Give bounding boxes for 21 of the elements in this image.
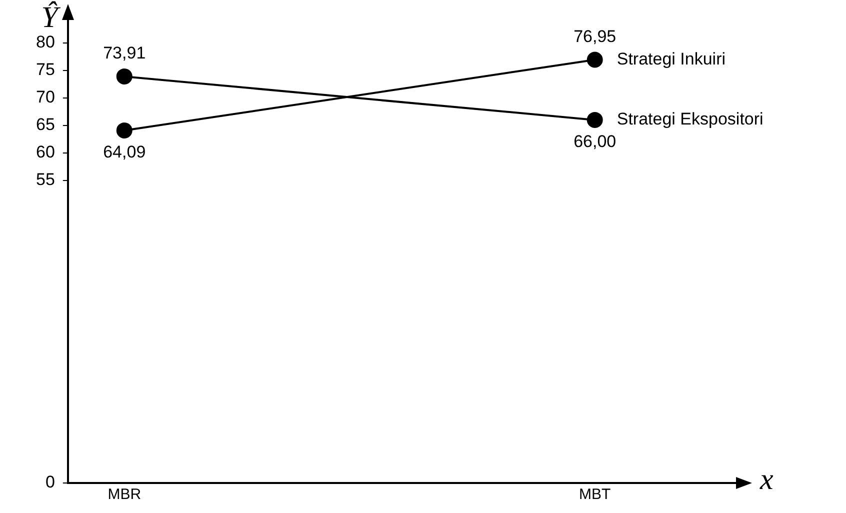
y-tick-label: 60 bbox=[36, 142, 55, 162]
data-label: 66,00 bbox=[574, 132, 616, 152]
series-label: Strategi Inkuiri bbox=[616, 49, 726, 68]
series-label: Strategi Ekspositori bbox=[616, 110, 764, 129]
y-tick-label: 80 bbox=[36, 32, 55, 52]
x-tick-label: MBT bbox=[579, 486, 611, 504]
x-tick-label: MBR bbox=[108, 486, 142, 504]
y-axis-title: Ŷ bbox=[41, 1, 62, 34]
y-tick-label: 70 bbox=[36, 88, 55, 107]
point bbox=[586, 112, 603, 128]
data-label: 73,91 bbox=[103, 44, 146, 63]
data-label: 76,95 bbox=[574, 26, 616, 46]
y-tick-label: 65 bbox=[36, 115, 55, 134]
y-tick-label: 55 bbox=[36, 170, 55, 190]
data-label: 64,09 bbox=[103, 142, 146, 162]
x-axis-title: x bbox=[759, 462, 774, 496]
point bbox=[116, 68, 132, 84]
y-tick-label: 0 bbox=[45, 472, 55, 492]
point bbox=[116, 122, 132, 138]
y-tick-label: 75 bbox=[36, 60, 55, 80]
point bbox=[586, 52, 603, 68]
